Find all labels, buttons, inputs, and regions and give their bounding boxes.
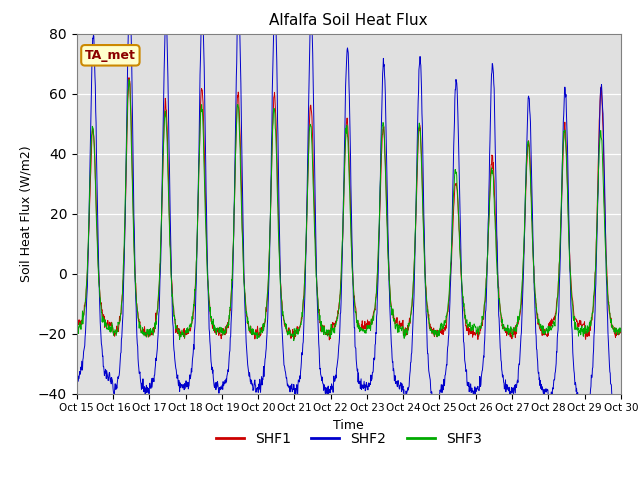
SHF1	[73, 320, 81, 326]
SHF1	[553, 297, 561, 303]
SHF2	[614, 411, 622, 417]
Line: SHF3: SHF3	[77, 80, 621, 341]
SHF2	[73, 373, 81, 379]
SHF2	[181, 386, 189, 392]
Title: Alfalfa Soil Heat Flux: Alfalfa Soil Heat Flux	[269, 13, 428, 28]
Line: SHF1: SHF1	[77, 78, 621, 340]
SHF3	[125, 77, 133, 83]
SHF3	[617, 328, 625, 334]
SHF1	[617, 329, 625, 335]
SHF2	[553, 349, 561, 355]
Line: SHF2: SHF2	[77, 0, 621, 414]
SHF3	[195, 196, 202, 202]
SHF3	[73, 330, 81, 336]
Text: TA_met: TA_met	[85, 49, 136, 62]
SHF1	[255, 334, 263, 340]
SHF2	[617, 406, 625, 411]
SHF1	[505, 330, 513, 336]
SHF1	[326, 337, 333, 343]
SHF2	[255, 386, 263, 392]
SHF3	[255, 335, 263, 340]
SHF1	[434, 328, 442, 334]
SHF3	[181, 332, 189, 337]
SHF2	[505, 388, 513, 394]
SHF3	[505, 325, 513, 331]
SHF1	[195, 198, 202, 204]
X-axis label: Time: Time	[333, 419, 364, 432]
SHF2	[434, 397, 442, 403]
SHF1	[181, 331, 189, 337]
SHF3	[434, 332, 442, 337]
SHF2	[195, 190, 202, 195]
Legend: SHF1, SHF2, SHF3: SHF1, SHF2, SHF3	[210, 426, 488, 452]
SHF3	[290, 338, 298, 344]
SHF1	[125, 75, 133, 81]
SHF3	[553, 303, 561, 309]
Y-axis label: Soil Heat Flux (W/m2): Soil Heat Flux (W/m2)	[19, 145, 33, 282]
